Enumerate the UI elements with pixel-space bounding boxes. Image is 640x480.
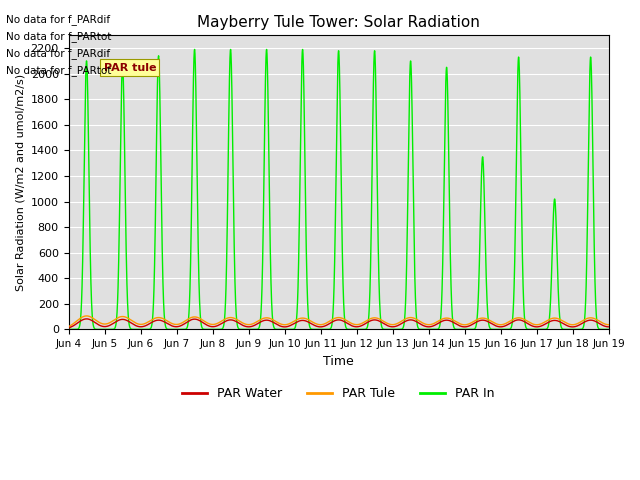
Text: No data for f_PARdif: No data for f_PARdif [6, 48, 111, 59]
Y-axis label: Solar Radiation (W/m2 and umol/m2/s): Solar Radiation (W/m2 and umol/m2/s) [15, 74, 25, 291]
Text: PAR tule: PAR tule [104, 62, 156, 72]
Text: No data for f_PARtot: No data for f_PARtot [6, 31, 112, 42]
Legend: PAR Water, PAR Tule, PAR In: PAR Water, PAR Tule, PAR In [177, 383, 500, 406]
Text: No data for f_PARdif: No data for f_PARdif [6, 14, 111, 25]
Title: Mayberry Tule Tower: Solar Radiation: Mayberry Tule Tower: Solar Radiation [197, 15, 480, 30]
Text: No data for f_PARtot: No data for f_PARtot [6, 65, 112, 76]
X-axis label: Time: Time [323, 355, 354, 368]
